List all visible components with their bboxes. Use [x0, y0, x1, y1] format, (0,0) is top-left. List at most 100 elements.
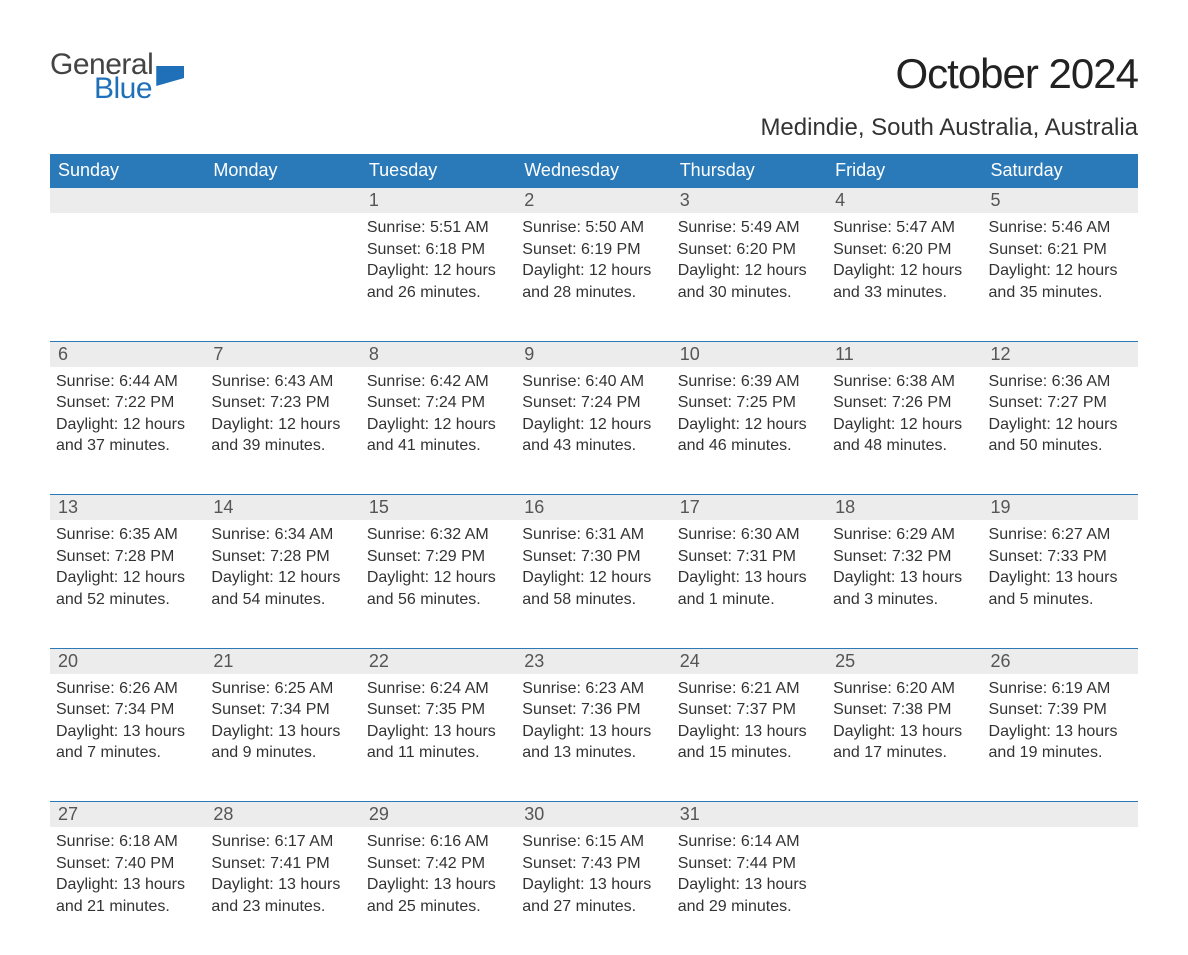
- day-header: Friday: [827, 154, 982, 188]
- day-number: 31: [672, 802, 827, 828]
- day-cell: Sunrise: 6:44 AMSunset: 7:22 PMDaylight:…: [50, 367, 205, 495]
- sunset-text: Sunset: 7:44 PM: [678, 853, 821, 875]
- header: General Blue October 2024: [50, 50, 1138, 104]
- day-info-row: Sunrise: 6:44 AMSunset: 7:22 PMDaylight:…: [50, 367, 1138, 495]
- location-subtitle: Medindie, South Australia, Australia: [50, 114, 1138, 142]
- daylight-text: Daylight: 12 hours and 56 minutes.: [367, 567, 510, 610]
- sunrise-text: Sunrise: 6:36 AM: [989, 371, 1132, 393]
- daylight-text: Daylight: 13 hours and 29 minutes.: [678, 874, 821, 917]
- sunrise-text: Sunrise: 6:27 AM: [989, 524, 1132, 546]
- sunrise-text: Sunrise: 6:29 AM: [833, 524, 976, 546]
- daylight-text: Daylight: 13 hours and 15 minutes.: [678, 721, 821, 764]
- sunrise-text: Sunrise: 6:14 AM: [678, 831, 821, 853]
- sunrise-text: Sunrise: 6:16 AM: [367, 831, 510, 853]
- daylight-text: Daylight: 13 hours and 11 minutes.: [367, 721, 510, 764]
- day-cell: Sunrise: 6:23 AMSunset: 7:36 PMDaylight:…: [516, 674, 671, 802]
- day-number: 10: [672, 341, 827, 367]
- sunset-text: Sunset: 7:42 PM: [367, 853, 510, 875]
- sunset-text: Sunset: 7:31 PM: [678, 546, 821, 568]
- day-cell: Sunrise: 6:31 AMSunset: 7:30 PMDaylight:…: [516, 520, 671, 648]
- day-number: 7: [205, 341, 360, 367]
- day-number: 29: [361, 802, 516, 828]
- sunrise-text: Sunrise: 5:51 AM: [367, 217, 510, 239]
- day-number-row: 2728293031: [50, 802, 1138, 828]
- day-number: 28: [205, 802, 360, 828]
- daylight-text: Daylight: 12 hours and 54 minutes.: [211, 567, 354, 610]
- day-cell: Sunrise: 6:36 AMSunset: 7:27 PMDaylight:…: [983, 367, 1138, 495]
- logo-text-blue: Blue: [94, 74, 153, 104]
- daylight-text: Daylight: 12 hours and 48 minutes.: [833, 414, 976, 457]
- day-cell: Sunrise: 6:40 AMSunset: 7:24 PMDaylight:…: [516, 367, 671, 495]
- day-header: Monday: [205, 154, 360, 188]
- day-cell: Sunrise: 6:26 AMSunset: 7:34 PMDaylight:…: [50, 674, 205, 802]
- sunrise-text: Sunrise: 6:17 AM: [211, 831, 354, 853]
- sunset-text: Sunset: 7:29 PM: [367, 546, 510, 568]
- day-number: 1: [361, 188, 516, 214]
- daylight-text: Daylight: 12 hours and 52 minutes.: [56, 567, 199, 610]
- day-number-row: 6789101112: [50, 341, 1138, 367]
- day-cell: Sunrise: 6:19 AMSunset: 7:39 PMDaylight:…: [983, 674, 1138, 802]
- day-cell: Sunrise: 6:39 AMSunset: 7:25 PMDaylight:…: [672, 367, 827, 495]
- day-cell: Sunrise: 6:43 AMSunset: 7:23 PMDaylight:…: [205, 367, 360, 495]
- sunset-text: Sunset: 7:24 PM: [522, 392, 665, 414]
- day-number: 21: [205, 648, 360, 674]
- sunrise-text: Sunrise: 6:25 AM: [211, 678, 354, 700]
- day-number: 3: [672, 188, 827, 214]
- empty-day-cell: [827, 827, 982, 955]
- month-title: October 2024: [895, 50, 1138, 98]
- day-number: 11: [827, 341, 982, 367]
- sunset-text: Sunset: 7:37 PM: [678, 699, 821, 721]
- day-cell: Sunrise: 5:47 AMSunset: 6:20 PMDaylight:…: [827, 213, 982, 341]
- sunset-text: Sunset: 7:36 PM: [522, 699, 665, 721]
- empty-day-number: [205, 188, 360, 214]
- calendar-table: SundayMondayTuesdayWednesdayThursdayFrid…: [50, 154, 1138, 955]
- daylight-text: Daylight: 13 hours and 1 minute.: [678, 567, 821, 610]
- day-number: 24: [672, 648, 827, 674]
- day-number: 25: [827, 648, 982, 674]
- daylight-text: Daylight: 12 hours and 39 minutes.: [211, 414, 354, 457]
- sunrise-text: Sunrise: 6:43 AM: [211, 371, 354, 393]
- day-cell: Sunrise: 6:15 AMSunset: 7:43 PMDaylight:…: [516, 827, 671, 955]
- daylight-text: Daylight: 13 hours and 19 minutes.: [989, 721, 1132, 764]
- daylight-text: Daylight: 13 hours and 27 minutes.: [522, 874, 665, 917]
- day-header: Wednesday: [516, 154, 671, 188]
- sunset-text: Sunset: 7:28 PM: [211, 546, 354, 568]
- day-header: Saturday: [983, 154, 1138, 188]
- sunrise-text: Sunrise: 5:50 AM: [522, 217, 665, 239]
- empty-day-number: [827, 802, 982, 828]
- sunrise-text: Sunrise: 6:31 AM: [522, 524, 665, 546]
- day-cell: Sunrise: 6:21 AMSunset: 7:37 PMDaylight:…: [672, 674, 827, 802]
- sunrise-text: Sunrise: 6:23 AM: [522, 678, 665, 700]
- sunset-text: Sunset: 7:35 PM: [367, 699, 510, 721]
- day-number: 14: [205, 495, 360, 521]
- day-number-row: 20212223242526: [50, 648, 1138, 674]
- sunset-text: Sunset: 7:25 PM: [678, 392, 821, 414]
- sunrise-text: Sunrise: 6:40 AM: [522, 371, 665, 393]
- daylight-text: Daylight: 12 hours and 46 minutes.: [678, 414, 821, 457]
- day-number: 22: [361, 648, 516, 674]
- day-number: 18: [827, 495, 982, 521]
- sunset-text: Sunset: 7:32 PM: [833, 546, 976, 568]
- sunrise-text: Sunrise: 6:35 AM: [56, 524, 199, 546]
- day-cell: Sunrise: 5:46 AMSunset: 6:21 PMDaylight:…: [983, 213, 1138, 341]
- sunrise-text: Sunrise: 6:32 AM: [367, 524, 510, 546]
- daylight-text: Daylight: 12 hours and 26 minutes.: [367, 260, 510, 303]
- day-cell: Sunrise: 6:38 AMSunset: 7:26 PMDaylight:…: [827, 367, 982, 495]
- day-number: 4: [827, 188, 982, 214]
- day-cell: Sunrise: 6:16 AMSunset: 7:42 PMDaylight:…: [361, 827, 516, 955]
- sunrise-text: Sunrise: 6:26 AM: [56, 678, 199, 700]
- day-cell: Sunrise: 6:18 AMSunset: 7:40 PMDaylight:…: [50, 827, 205, 955]
- day-number: 8: [361, 341, 516, 367]
- daylight-text: Daylight: 12 hours and 30 minutes.: [678, 260, 821, 303]
- daylight-text: Daylight: 12 hours and 28 minutes.: [522, 260, 665, 303]
- day-number: 26: [983, 648, 1138, 674]
- sunrise-text: Sunrise: 6:34 AM: [211, 524, 354, 546]
- daylight-text: Daylight: 13 hours and 9 minutes.: [211, 721, 354, 764]
- empty-day-number: [983, 802, 1138, 828]
- sunrise-text: Sunrise: 6:18 AM: [56, 831, 199, 853]
- daylight-text: Daylight: 12 hours and 33 minutes.: [833, 260, 976, 303]
- day-number: 12: [983, 341, 1138, 367]
- sunset-text: Sunset: 7:41 PM: [211, 853, 354, 875]
- day-cell: Sunrise: 5:50 AMSunset: 6:19 PMDaylight:…: [516, 213, 671, 341]
- day-number: 19: [983, 495, 1138, 521]
